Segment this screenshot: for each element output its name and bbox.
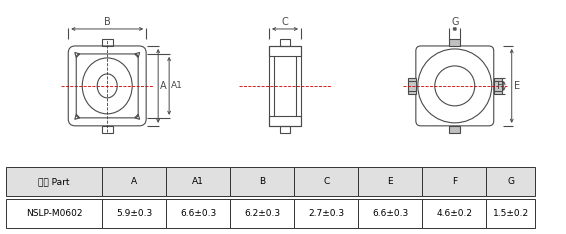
Bar	[230, 168, 294, 196]
Bar	[269, 116, 301, 126]
Bar	[6, 168, 102, 196]
Text: 5.9±0.3: 5.9±0.3	[116, 209, 152, 218]
Bar	[102, 168, 166, 196]
Bar	[294, 199, 358, 228]
Text: A: A	[131, 177, 138, 186]
Text: B: B	[259, 177, 265, 186]
Text: E: E	[514, 81, 520, 91]
Bar	[449, 39, 460, 46]
Bar	[280, 126, 290, 133]
Text: A1: A1	[171, 81, 183, 90]
Text: C: C	[282, 17, 288, 27]
Bar	[422, 199, 486, 228]
Text: F: F	[497, 81, 503, 91]
Bar	[269, 46, 301, 56]
Bar	[102, 39, 113, 46]
Text: G: G	[451, 17, 458, 27]
Text: F: F	[452, 177, 457, 186]
Text: 6.2±0.3: 6.2±0.3	[244, 209, 280, 218]
Text: A: A	[160, 81, 167, 91]
Bar	[449, 126, 460, 133]
Text: G: G	[507, 177, 514, 186]
Text: 4.6±0.2: 4.6±0.2	[436, 209, 472, 218]
Text: 2.7±0.3: 2.7±0.3	[308, 209, 344, 218]
Text: E: E	[388, 177, 393, 186]
Text: 1.5±0.2: 1.5±0.2	[493, 209, 529, 218]
Text: 型号 Part: 型号 Part	[38, 177, 70, 186]
Bar	[358, 168, 422, 196]
Bar	[230, 199, 294, 228]
Bar	[494, 78, 501, 94]
Bar	[408, 78, 416, 94]
Text: 6.6±0.3: 6.6±0.3	[180, 209, 216, 218]
Bar	[486, 168, 535, 196]
Bar	[358, 199, 422, 228]
Bar	[166, 199, 230, 228]
Bar	[102, 126, 113, 133]
Bar	[269, 46, 301, 126]
Text: C: C	[323, 177, 329, 186]
Bar	[280, 39, 290, 46]
Bar	[422, 168, 486, 196]
Bar	[166, 168, 230, 196]
Bar	[294, 168, 358, 196]
Bar	[102, 199, 166, 228]
Text: NSLP-M0602: NSLP-M0602	[25, 209, 82, 218]
Text: A1: A1	[192, 177, 204, 186]
Text: B: B	[104, 17, 110, 27]
Text: 6.6±0.3: 6.6±0.3	[372, 209, 409, 218]
Bar	[486, 199, 535, 228]
Bar	[6, 199, 102, 228]
